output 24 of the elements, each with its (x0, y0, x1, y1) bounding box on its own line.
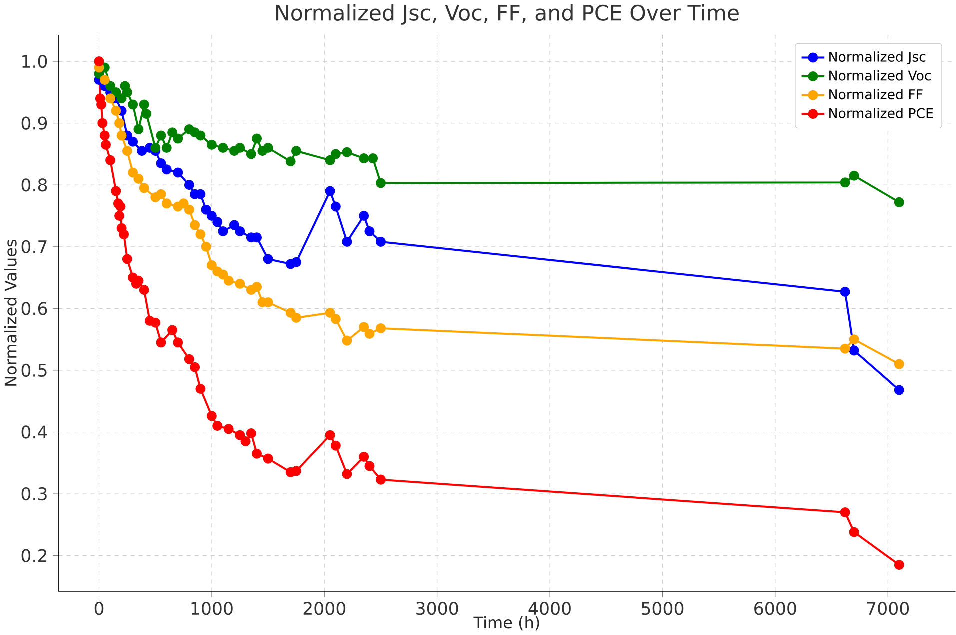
x-tick-label: 0 (94, 602, 104, 616)
chart-title: Normalized Jsc, Voc, FF, and PCE Over Time (276, 4, 739, 25)
x-tick-label: 4000 (528, 602, 571, 616)
x-tick-label: 6000 (754, 602, 796, 616)
y-tick-label: 0.2 (22, 549, 47, 562)
y-tick-label: 0.6 (22, 302, 48, 316)
y-tick-label: 0.5 (22, 364, 47, 377)
x-tick-label: 3000 (416, 602, 458, 616)
y-tick-label: 0.8 (22, 178, 48, 192)
x-tick-label: 7000 (867, 602, 910, 616)
legend-label: Normalized FF (830, 89, 923, 100)
y-tick-label: 0.3 (22, 487, 47, 501)
legend-label: Normalized Jsc (830, 52, 926, 64)
y-tick-label: 0.7 (22, 240, 47, 254)
y-tick-label: 0.4 (22, 426, 48, 439)
x-tick-label: 1000 (192, 602, 233, 616)
y-tick-label: 1.0 (22, 54, 48, 68)
x-tick-label: 5000 (642, 602, 684, 616)
legend-label: Normalized PCE (830, 108, 934, 118)
x-tick-label: 2000 (304, 602, 346, 616)
y-tick-label: 0.9 (22, 116, 48, 130)
x-axis-title: Time (h) (474, 616, 540, 631)
y-axis-title: Normalized Values (4, 240, 17, 386)
legend-label: Normalized Voc (830, 70, 931, 81)
